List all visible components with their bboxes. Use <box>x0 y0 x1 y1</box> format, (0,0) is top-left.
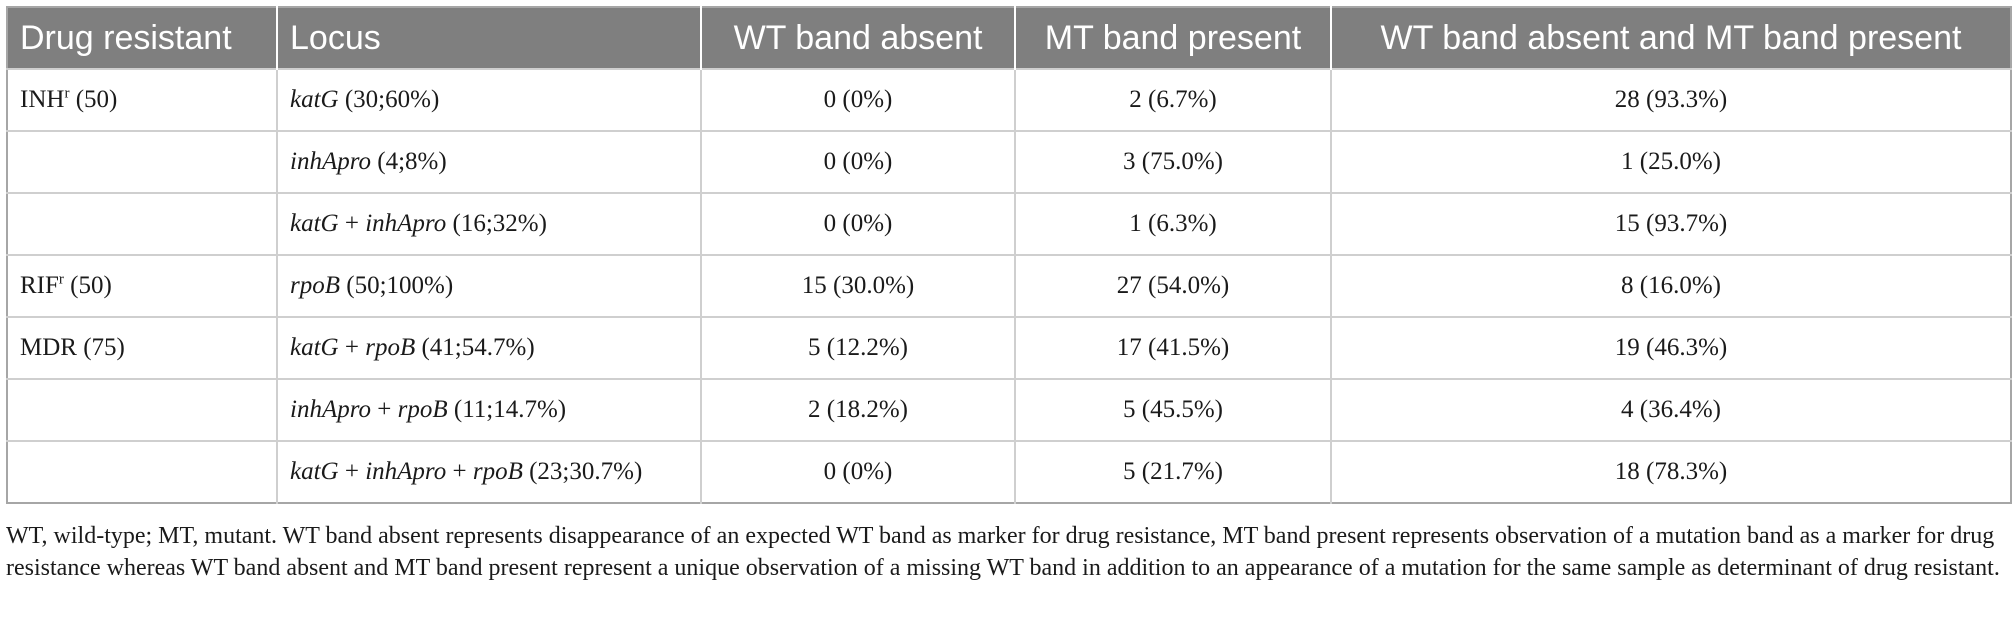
locus-gene: inhApro <box>290 148 372 175</box>
both-cell: 15 (93.7%) <box>1330 192 2011 255</box>
locus-gene-2: inhApro <box>365 458 447 485</box>
drug-name: INH <box>20 86 65 113</box>
mt-band-present-cell: 27 (54.0%) <box>1014 254 1331 317</box>
table-row: katG + inhApro (16;32%) 0 (0%) 1 (6.3%) … <box>7 192 2011 255</box>
locus-count: (30;60%) <box>338 86 440 113</box>
mt-band-present-cell: 5 (21.7%) <box>1014 440 1331 503</box>
both-cell: 8 (16.0%) <box>1330 254 2011 317</box>
locus-count: (41;54.7%) <box>415 334 535 361</box>
header-wt-absent-and-mt-present: WT band absent and MT band present <box>1330 7 2011 69</box>
drug-resistant-cell-empty <box>7 192 277 255</box>
both-cell: 1 (25.0%) <box>1330 130 2011 193</box>
locus-gene: katG <box>290 458 339 485</box>
wt-band-absent-cell: 0 (0%) <box>700 192 1015 255</box>
drug-count: (50) <box>69 86 118 113</box>
table-body: INHr (50) katG (30;60%) 0 (0%) 2 (6.7%) … <box>7 68 2011 503</box>
locus-gene-2: rpoB <box>365 334 416 361</box>
locus-gene: katG <box>290 210 339 237</box>
header-locus: Locus <box>276 7 701 69</box>
drug-superscript: r <box>64 85 70 102</box>
drug-resistant-cell-empty <box>7 440 277 503</box>
header-mt-band-present: MT band present <box>1014 7 1331 69</box>
both-cell: 28 (93.3%) <box>1330 68 2011 131</box>
wt-band-absent-cell: 0 (0%) <box>700 440 1015 503</box>
locus-cell: inhApro + rpoB (11;14.7%) <box>276 378 701 441</box>
table-footnote: WT, wild-type; MT, mutant. WT band absen… <box>6 523 2000 581</box>
wt-band-absent-cell: 0 (0%) <box>700 68 1015 131</box>
locus-gene-2: rpoB <box>397 396 448 423</box>
both-cell: 18 (78.3%) <box>1330 440 2011 503</box>
locus-cell: rpoB (50;100%) <box>276 254 701 317</box>
locus-count: (23;30.7%) <box>522 458 643 485</box>
wt-band-absent-cell: 2 (18.2%) <box>700 378 1015 441</box>
drug-resistant-cell: MDR (75) <box>7 316 277 379</box>
header-wt-band-absent: WT band absent <box>700 7 1015 69</box>
locus-plus: + <box>371 396 398 423</box>
table-header: Drug resistant Locus WT band absent MT b… <box>7 7 2011 69</box>
wt-band-absent-cell: 15 (30.0%) <box>700 254 1015 317</box>
locus-plus: + <box>338 210 366 237</box>
locus-count: (16;32%) <box>446 210 547 237</box>
locus-count: (50;100%) <box>340 272 454 299</box>
locus-count: (11;14.7%) <box>447 396 567 423</box>
locus-cell: katG + inhApro + rpoB (23;30.7%) <box>276 440 701 503</box>
locus-gene-3: rpoB <box>472 458 523 485</box>
wt-band-absent-cell: 0 (0%) <box>700 130 1015 193</box>
table-row: INHr (50) katG (30;60%) 0 (0%) 2 (6.7%) … <box>7 68 2011 131</box>
table-row: inhApro + rpoB (11;14.7%) 2 (18.2%) 5 (4… <box>7 378 2011 441</box>
both-cell: 4 (36.4%) <box>1330 378 2011 441</box>
mt-band-present-cell: 17 (41.5%) <box>1014 316 1331 379</box>
drug-superscript: r <box>58 271 64 288</box>
table-row: inhApro (4;8%) 0 (0%) 3 (75.0%) 1 (25.0%… <box>7 130 2011 193</box>
mt-band-present-cell: 1 (6.3%) <box>1014 192 1331 255</box>
locus-plus-2: + <box>446 458 473 485</box>
results-table-wrapper: Drug resistant Locus WT band absent MT b… <box>6 6 2012 504</box>
wt-band-absent-cell: 5 (12.2%) <box>700 316 1015 379</box>
locus-plus: + <box>338 334 366 361</box>
mt-band-present-cell: 3 (75.0%) <box>1014 130 1331 193</box>
locus-cell: katG + rpoB (41;54.7%) <box>276 316 701 379</box>
drug-resistant-cell: INHr (50) <box>7 68 277 131</box>
locus-cell: katG + inhApro (16;32%) <box>276 192 701 255</box>
drug-resistant-cell-empty <box>7 130 277 193</box>
table-row: MDR (75) katG + rpoB (41;54.7%) 5 (12.2%… <box>7 316 2011 379</box>
mt-band-present-cell: 2 (6.7%) <box>1014 68 1331 131</box>
drug-name: RIF <box>20 272 59 299</box>
both-cell: 19 (46.3%) <box>1330 316 2011 379</box>
table-row: RIFr (50) rpoB (50;100%) 15 (30.0%) 27 (… <box>7 254 2011 317</box>
header-row: Drug resistant Locus WT band absent MT b… <box>7 7 2011 69</box>
locus-gene: inhApro <box>290 396 372 423</box>
drug-resistant-cell: RIFr (50) <box>7 254 277 317</box>
locus-count: (4;8%) <box>371 148 447 175</box>
locus-cell: inhApro (4;8%) <box>276 130 701 193</box>
locus-gene: katG <box>290 86 339 113</box>
results-table: Drug resistant Locus WT band absent MT b… <box>6 6 2012 504</box>
table-row: katG + inhApro + rpoB (23;30.7%) 0 (0%) … <box>7 440 2011 503</box>
locus-plus: + <box>338 458 366 485</box>
locus-cell: katG (30;60%) <box>276 68 701 131</box>
drug-resistant-cell-empty <box>7 378 277 441</box>
header-drug-resistant: Drug resistant <box>7 7 277 69</box>
locus-gene-2: inhApro <box>365 210 447 237</box>
drug-count: (50) <box>63 272 112 299</box>
locus-gene: katG <box>290 334 339 361</box>
locus-gene: rpoB <box>290 272 340 299</box>
mt-band-present-cell: 5 (45.5%) <box>1014 378 1331 441</box>
